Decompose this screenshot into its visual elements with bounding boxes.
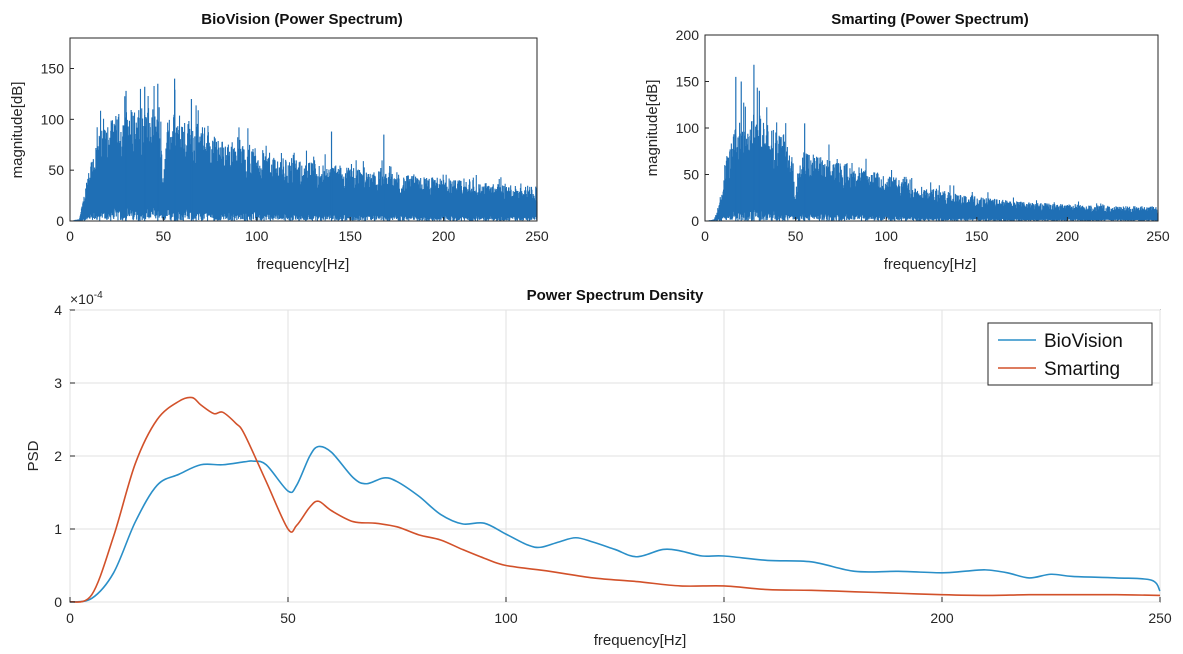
biovision-x-axis-label: frequency[Hz] [257,256,350,273]
smarting-x-ticks: 0 50 100 150 200 250 [701,217,1170,244]
smarting-y-tick-label: 150 [676,74,700,90]
smarting-chart-title: Smarting (Power Spectrum) [831,11,1029,28]
biovision-y-tick-label: 150 [41,61,65,77]
psd-line-biovision [69,445,1161,603]
smarting-x-tick-label: 200 [1056,228,1080,244]
smarting-y-ticks: 0 50 100 150 200 [676,27,709,229]
smarting-x-tick-label: 100 [875,228,899,244]
psd-x-tick-label: 0 [66,610,74,626]
psd-y-tick-label: 4 [54,302,62,318]
psd-x-tick-label: 200 [930,610,954,626]
biovision-plot-area [69,78,538,221]
smarting-x-tick-label: 50 [788,228,804,244]
smarting-y-tick-label: 200 [676,27,700,43]
biovision-x-tick-label: 100 [245,228,269,244]
psd-x-tick-label: 50 [280,610,296,626]
psd-chart-title: Power Spectrum Density [527,287,704,304]
smarting-x-tick-label: 250 [1146,228,1170,244]
psd-y-tick-label: 2 [54,448,62,464]
psd-y-axis-label: PSD [25,440,42,471]
biovision-x-ticks: 0 50 100 150 200 250 [66,217,549,244]
psd-legend-label-biovision: BioVision [1044,331,1123,352]
biovision-x-tick-label: 250 [525,228,549,244]
smarting-x-tick-label: 0 [701,228,709,244]
psd-x-tick-label: 150 [712,610,736,626]
psd-legend-box [987,322,1153,386]
psd-series-lines [69,396,1161,603]
biovision-y-tick-label: 100 [41,111,65,127]
psd-x-ticks: 0 50 100 150 200 250 [66,597,1172,626]
psd-y-tick-label: 1 [54,521,62,537]
psd-grid [69,309,1161,603]
psd-x-tick-label: 100 [494,610,518,626]
smarting-y-tick-label: 50 [683,167,699,183]
biovision-x-tick-label: 50 [156,228,172,244]
biovision-x-tick-label: 150 [339,228,363,244]
smarting-y-axis-label: magnitude[dB] [644,80,661,177]
biovision-x-tick-label: 200 [432,228,456,244]
smarting-x-axis-label: frequency[Hz] [884,256,977,273]
psd-y-tick-label: 3 [54,375,62,391]
psd-panel: Power Spectrum Density 0 50 100 150 200 250 0… [25,287,1172,649]
biovision-axes-box [69,37,538,222]
smarting-spectrum-spikes [704,87,1159,221]
biovision-y-axis-label: magnitude[dB] [9,82,26,179]
biovision-y-tick-label: 0 [56,213,64,229]
psd-y-ticks: 0 1 2 3 4 [54,302,75,610]
smarting-x-tick-label: 150 [965,228,989,244]
smarting-plot-area [704,64,1159,221]
psd-legend-label-smarting: Smarting [1044,359,1120,380]
biovision-y-ticks: 0 50 100 150 [41,61,74,229]
psd-y-exponent-power: -4 [94,290,103,301]
psd-y-exponent-base: ×10 [70,291,94,307]
smarting-y-tick-label: 0 [691,213,699,229]
smarting-y-tick-label: 100 [676,120,700,136]
biovision-chart-title: BioVision (Power Spectrum) [201,11,402,28]
psd-y-tick-label: 0 [54,594,62,610]
biovision-x-tick-label: 0 [66,228,74,244]
biovision-spectrum-spikes [69,85,538,221]
smarting-spectrum-panel: Smarting (Power Spectrum) 0 50 100 150 200 25… [644,11,1170,273]
biovision-y-tick-label: 50 [48,162,64,178]
psd-y-exponent: ×10-4 [70,290,103,307]
psd-x-axis-label: frequency[Hz] [594,632,687,649]
psd-legend: BioVision Smarting [987,322,1153,386]
psd-x-tick-label: 250 [1148,610,1172,626]
biovision-spectrum-panel: BioVision (Power Spectrum) 0 50 100 150 200 2… [9,11,549,273]
psd-line-smarting [69,396,1161,603]
